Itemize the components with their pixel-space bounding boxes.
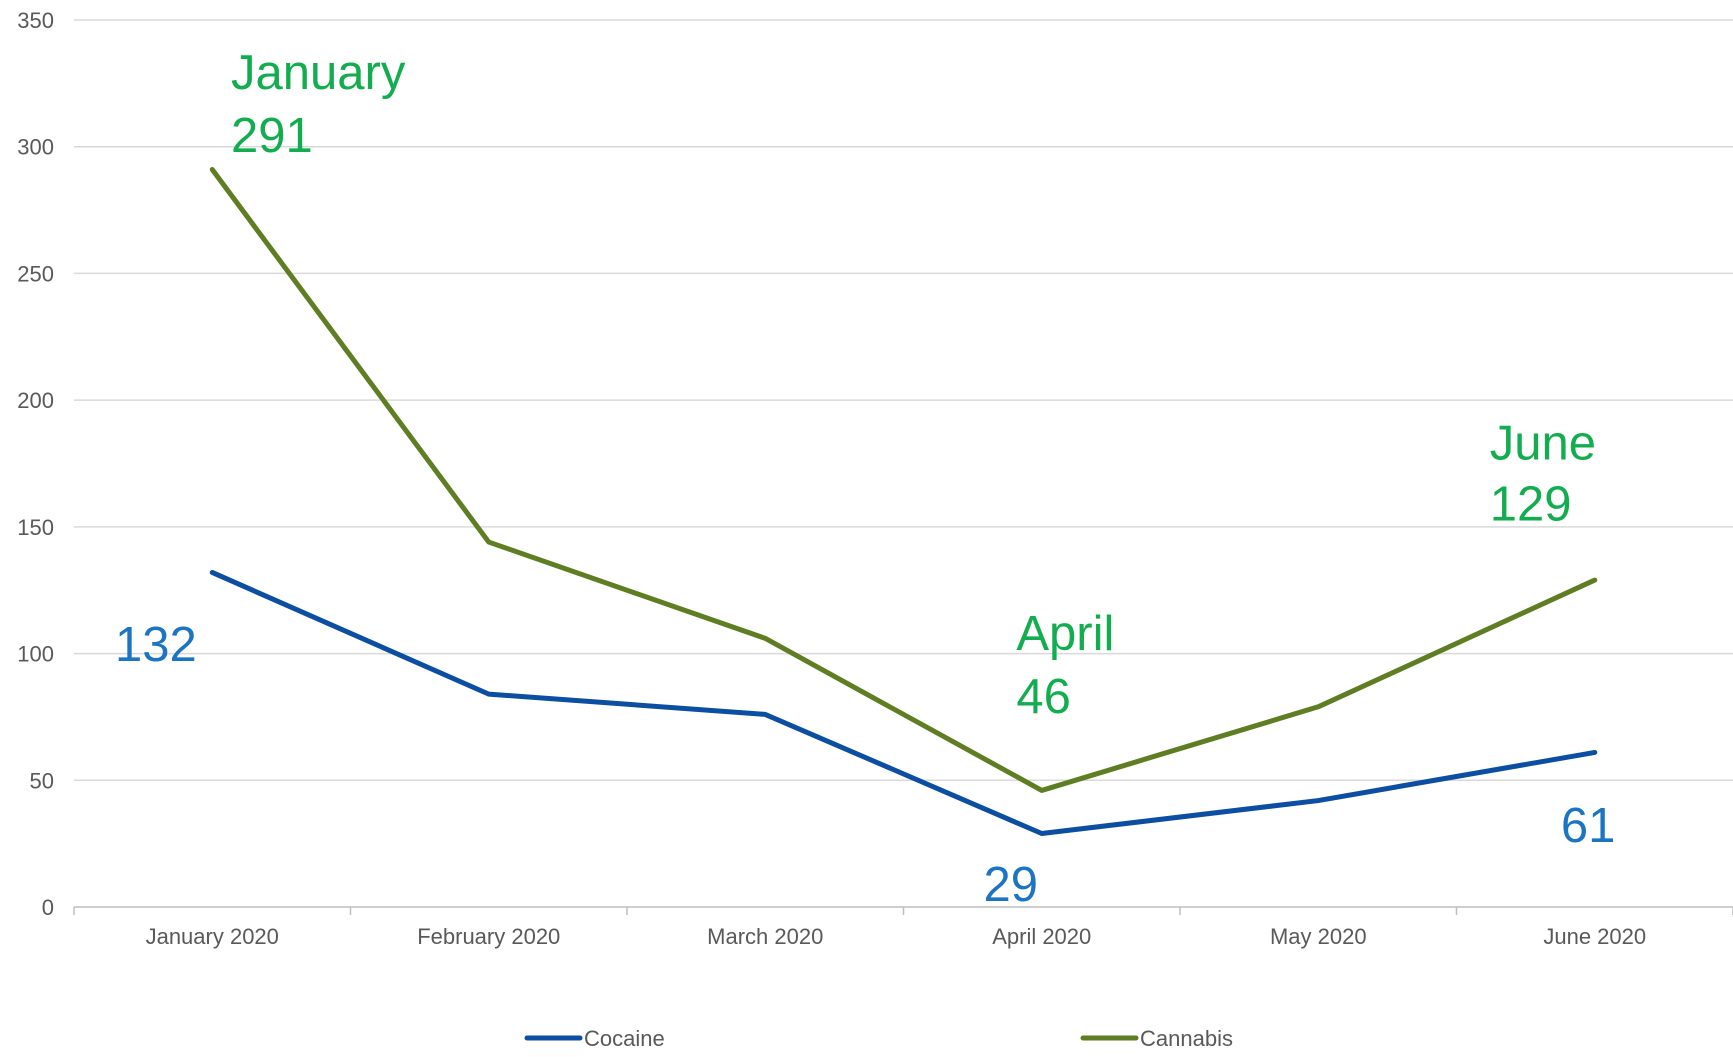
y-tick-label: 0 [42,895,54,920]
y-tick-label: 50 [30,768,54,793]
x-tick-label: January 2020 [146,924,279,949]
data-label: 291 [231,109,313,163]
y-tick-label: 350 [17,8,54,33]
x-tick-label: June 2020 [1543,924,1646,949]
data-label: 29 [984,858,1039,912]
x-tick-label: April 2020 [992,924,1091,949]
data-label: 132 [115,618,197,672]
data-label: 46 [1016,670,1071,724]
y-tick-label: 200 [17,388,54,413]
y-tick-label: 250 [17,261,54,286]
y-tick-label: 150 [17,515,54,540]
legend-label: Cocaine [584,1026,665,1051]
data-label: 61 [1561,799,1616,853]
x-tick-label: May 2020 [1270,924,1367,949]
y-tick-label: 300 [17,135,54,160]
x-tick-label: February 2020 [417,924,560,949]
data-label: 129 [1490,477,1572,531]
y-tick-label: 100 [17,642,54,667]
point-label: January [231,46,406,100]
x-tick-label: March 2020 [707,924,823,949]
series-line [209,167,1598,793]
legend-label: Cannabis [1140,1026,1233,1051]
series-line [209,569,1598,837]
point-label: June [1490,417,1596,471]
point-label: April [1016,607,1114,661]
